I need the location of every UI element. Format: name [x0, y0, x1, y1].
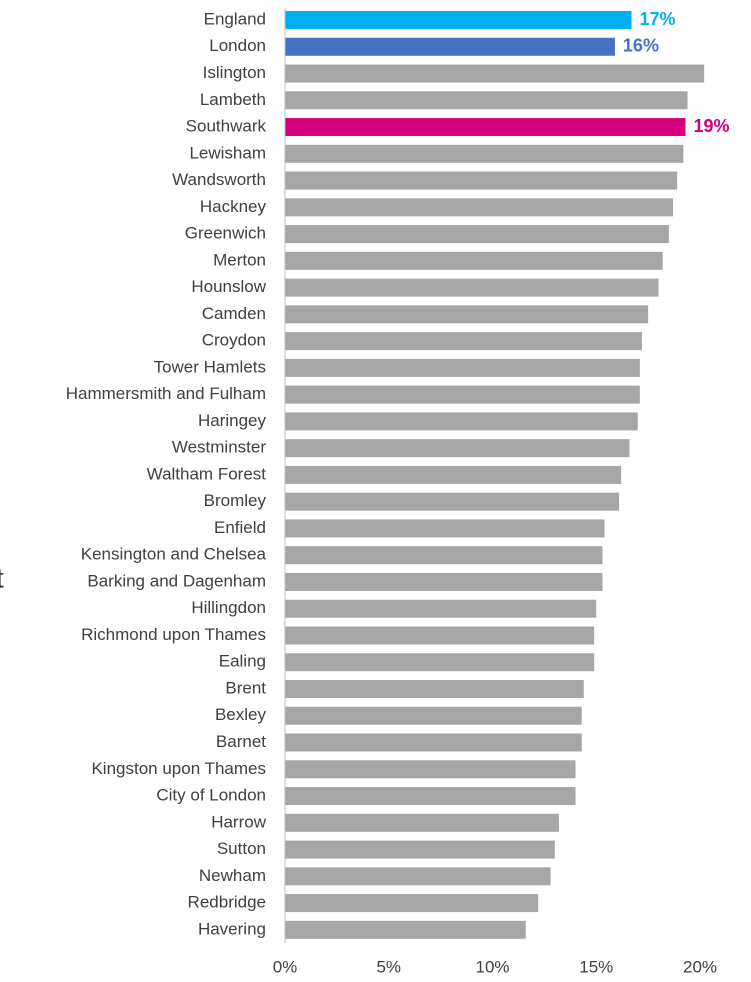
bar [285, 894, 539, 913]
y-tick-label: Westminster [172, 438, 266, 457]
y-tick-label: Ealing [219, 652, 266, 671]
annotation: t [0, 562, 4, 593]
bar [285, 546, 603, 565]
bar [285, 840, 555, 859]
bar [285, 439, 630, 458]
bar [285, 278, 659, 297]
bar [285, 519, 605, 538]
y-tick-label: Hounslow [191, 277, 266, 296]
bar [285, 118, 686, 137]
y-tick-label: Richmond upon Thames [81, 625, 266, 644]
y-tick-label: Southwark [186, 117, 267, 136]
bar [285, 198, 674, 217]
bar [285, 412, 638, 431]
bar [285, 37, 615, 56]
y-tick-label: Waltham Forest [147, 464, 267, 483]
value-label: 17% [640, 9, 676, 29]
bar [285, 144, 684, 163]
bar [285, 11, 632, 29]
y-tick-label: Bromley [204, 491, 267, 510]
bar [285, 385, 640, 404]
value-label: 19% [693, 116, 729, 136]
x-tick-label: 5% [376, 957, 401, 976]
y-tick-label: Havering [198, 919, 266, 938]
y-tick-label: City of London [156, 786, 266, 805]
y-tick-label: Greenwich [185, 224, 266, 243]
y-tick-label: England [204, 9, 266, 28]
bar [285, 920, 526, 939]
y-tick-label: Brent [225, 678, 266, 697]
x-tick-label: 20% [683, 957, 717, 976]
y-tick-label: Newham [199, 866, 266, 885]
y-tick-label: Sutton [217, 839, 266, 858]
y-tick-label: Kingston upon Thames [91, 759, 266, 778]
y-tick-label: Lewisham [189, 143, 266, 162]
y-tick-label: Haringey [198, 411, 267, 430]
bar [285, 171, 678, 190]
bar [285, 599, 597, 618]
y-tick-label: Bexley [215, 705, 267, 724]
value-label: 16% [623, 36, 659, 56]
bar [285, 706, 582, 725]
bar [285, 251, 663, 270]
y-tick-label: Kensington and Chelsea [81, 545, 267, 564]
y-tick-label: Lambeth [200, 90, 266, 109]
bar [285, 465, 622, 484]
y-tick-label: London [209, 36, 266, 55]
bar [285, 787, 576, 806]
y-tick-label: Hackney [200, 197, 267, 216]
y-tick-label: Barking and Dagenham [87, 571, 266, 590]
bar [285, 358, 640, 377]
bar [285, 733, 582, 752]
bar [285, 225, 669, 244]
bar [285, 867, 551, 886]
x-tick-label: 10% [475, 957, 509, 976]
x-tick-label: 0% [273, 957, 298, 976]
y-tick-label: Wandsworth [172, 170, 266, 189]
y-tick-label: Enfield [214, 518, 266, 537]
y-tick-label: Harrow [211, 812, 267, 831]
x-tick-label: 15% [579, 957, 613, 976]
bar [285, 305, 649, 324]
y-tick-label: Merton [213, 250, 266, 269]
bar [285, 813, 559, 832]
y-tick-label: Hammersmith and Fulham [66, 384, 266, 403]
bar [285, 626, 595, 645]
bar [285, 760, 576, 779]
y-tick-label: Barnet [216, 732, 266, 751]
y-tick-label: Islington [203, 63, 266, 82]
bar [285, 680, 584, 698]
y-tick-label: Redbridge [188, 893, 266, 912]
bar [285, 64, 705, 83]
y-tick-label: Hillingdon [191, 598, 266, 617]
bar [285, 572, 603, 591]
bar [285, 332, 642, 351]
bar [285, 492, 620, 511]
y-tick-label: Tower Hamlets [154, 357, 266, 376]
bar [285, 653, 595, 672]
bar [285, 91, 688, 110]
y-tick-label: Croydon [202, 331, 266, 350]
y-tick-label: Camden [202, 304, 266, 323]
